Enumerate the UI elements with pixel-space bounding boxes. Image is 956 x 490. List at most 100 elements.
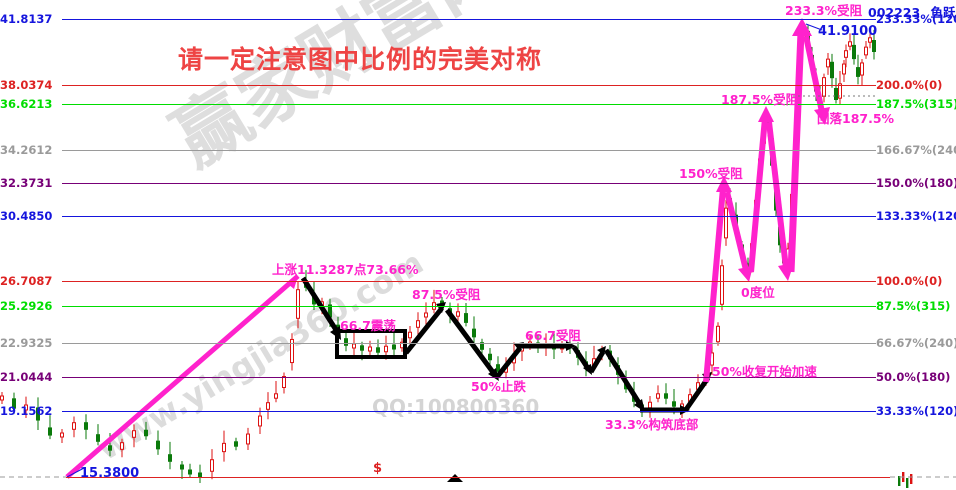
candle-body — [266, 402, 270, 410]
y-axis-percent-label: 233.33%(120) — [876, 12, 956, 26]
candle-body — [392, 344, 396, 350]
candle-body — [834, 88, 838, 100]
candle-body — [906, 478, 909, 488]
y-axis-price-label: 30.4850 — [0, 209, 53, 223]
candle-body — [856, 67, 860, 77]
candle-body — [360, 345, 364, 351]
y-axis-price-label: 36.6213 — [0, 97, 53, 111]
candle-body — [376, 347, 380, 353]
candle-body — [672, 401, 676, 407]
last-price-label: 41.9100 — [818, 24, 878, 39]
candle-body — [848, 41, 852, 47]
chart-annotation: 187.5%受阻 — [721, 92, 799, 107]
candle-body — [234, 441, 238, 447]
y-axis-percent-label: 33.33%(120) — [876, 404, 956, 418]
chart-annotation: 50%收复开始加速 — [712, 364, 817, 379]
y-axis-price-label: 34.2612 — [0, 143, 53, 157]
trend-arrow-rise-2 — [404, 302, 446, 355]
price-level-line — [62, 85, 876, 86]
candle-body — [664, 393, 668, 399]
candle-body — [456, 311, 460, 317]
candle-body — [36, 407, 40, 421]
candle-body — [274, 393, 278, 399]
candle-body — [488, 353, 492, 361]
x-axis-marker — [447, 474, 463, 482]
y-axis-percent-label: 133.33%(120) — [876, 209, 956, 223]
candle-body — [842, 63, 846, 75]
y-axis-price-label: 25.2926 — [0, 299, 53, 313]
page-title: 请一定注意图中比例的完美对称 — [178, 45, 543, 74]
candle-body — [844, 50, 848, 58]
chart-annotation: 33.3%构筑底部 — [605, 417, 699, 432]
dollar-marker: $ — [373, 461, 383, 476]
candle-body — [24, 404, 28, 411]
chart-annotation: 87.5%受阻 — [412, 287, 481, 302]
price-level-line — [62, 104, 876, 105]
y-axis-percent-label: 100.0%(0) — [876, 274, 943, 288]
candle-body — [496, 364, 500, 372]
candle-body — [188, 469, 192, 475]
candle-body — [222, 442, 226, 453]
y-axis-price-label: 41.8137 — [0, 12, 53, 26]
candle-body — [872, 40, 876, 52]
candle-body — [180, 464, 184, 470]
candle-body — [210, 459, 214, 472]
candle-body — [472, 328, 476, 338]
trend-arrow-base — [640, 405, 690, 415]
chart-annotation: 66.7震荡 — [340, 318, 396, 333]
candle-body — [852, 44, 856, 60]
base-level-line — [66, 477, 890, 478]
y-axis-percent-label: 150.0%(180) — [876, 176, 956, 190]
trend-arrow-rally — [65, 274, 300, 479]
candle-body — [826, 58, 830, 68]
candle-body — [648, 401, 652, 409]
candle-body — [48, 427, 52, 436]
price-level-line — [62, 150, 876, 151]
ticker-label: 002223 鱼跃医疗 — [868, 2, 956, 21]
candle-body — [898, 476, 901, 486]
magenta-arrow-6 — [803, 35, 830, 125]
candle-body — [424, 312, 428, 318]
trend-arrow-decline-2 — [444, 308, 499, 381]
candle-body — [830, 61, 834, 79]
leader-line-low — [66, 467, 85, 478]
chart-annotation: 233.3%受阻 — [785, 3, 863, 18]
y-axis-percent-label: 187.5%(315) — [876, 97, 956, 111]
price-level-line — [62, 281, 876, 282]
candle-body — [408, 331, 412, 339]
candle-body — [96, 434, 100, 442]
price-level-line — [62, 19, 876, 20]
price-level-line — [62, 183, 876, 184]
candle-body — [464, 313, 468, 323]
y-axis-percent-label: 200.0%(0) — [876, 78, 943, 92]
trend-arrow-rise-3 — [495, 342, 524, 379]
candle-body — [60, 432, 64, 438]
y-axis-percent-label: 66.67%(240) — [876, 336, 956, 350]
candle-body — [822, 77, 826, 97]
base-low-label: 15.3800 — [80, 466, 140, 481]
candle-body — [168, 454, 172, 462]
y-axis-percent-label: 166.67%(240) — [876, 143, 956, 157]
leader-line-last — [805, 23, 823, 31]
candle-body — [368, 346, 372, 352]
magenta-arrow-1 — [703, 176, 732, 383]
candle-body — [716, 325, 720, 343]
ticker-code: 002223 — [868, 5, 921, 20]
candle-body — [108, 445, 112, 451]
chart-annotation: 66.7受阻 — [525, 328, 581, 343]
chart-annotation: 上涨11.3287点73.66% — [272, 262, 419, 277]
candle-body — [656, 393, 660, 399]
candle-body — [132, 430, 136, 438]
candle-body — [416, 320, 420, 328]
chart-annotation: 150%受阻 — [679, 166, 743, 181]
price-level-line — [62, 306, 876, 307]
candle-body — [864, 46, 868, 56]
price-level-line — [62, 411, 876, 412]
candle-body — [72, 422, 76, 430]
candle-body — [246, 433, 250, 445]
y-axis-price-label: 22.9325 — [0, 336, 53, 350]
trend-arrow-decline-3 — [603, 348, 645, 412]
candle-body — [282, 376, 286, 388]
price-level-line — [62, 343, 876, 344]
